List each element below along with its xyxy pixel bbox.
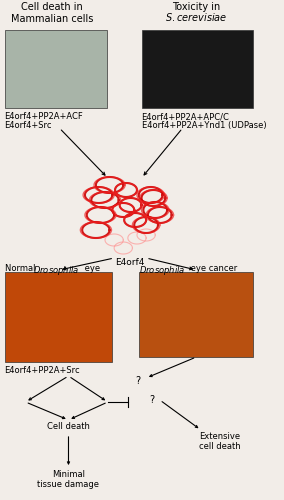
- Text: E4orf4+PP2A+Src: E4orf4+PP2A+Src: [5, 366, 80, 375]
- Text: Normal: Normal: [5, 264, 38, 273]
- Text: E4orf4+PP2A+APC/C: E4orf4+PP2A+APC/C: [141, 112, 229, 121]
- Text: E4orf4+PP2A+ACF: E4orf4+PP2A+ACF: [5, 112, 83, 121]
- Text: $\it{Drosophila}$: $\it{Drosophila}$: [33, 264, 79, 277]
- Text: ?: ?: [135, 376, 140, 386]
- Text: Cell death in
Mammalian cells: Cell death in Mammalian cells: [11, 2, 93, 24]
- Bar: [141, 30, 253, 108]
- Text: E4orf4: E4orf4: [115, 258, 144, 267]
- Text: eye cancer: eye cancer: [188, 264, 237, 273]
- Text: eye: eye: [82, 264, 100, 273]
- Text: $\it{S. cerevisiae}$: $\it{S. cerevisiae}$: [165, 11, 227, 23]
- Text: $\it{Drosophila}$: $\it{Drosophila}$: [139, 264, 185, 277]
- Text: Toxicity in: Toxicity in: [172, 2, 220, 12]
- Bar: [5, 30, 107, 108]
- Text: E4orf4+PP2A+Ynd1 (UDPase): E4orf4+PP2A+Ynd1 (UDPase): [141, 121, 266, 130]
- Bar: [5, 272, 112, 362]
- Text: Cell death: Cell death: [47, 422, 90, 431]
- Text: Extensive
cell death: Extensive cell death: [199, 432, 241, 452]
- Bar: [139, 272, 253, 357]
- Text: E4orf4+Src: E4orf4+Src: [5, 121, 52, 130]
- Text: ?: ?: [149, 395, 154, 405]
- Text: Minimal
tissue damage: Minimal tissue damage: [37, 470, 99, 490]
